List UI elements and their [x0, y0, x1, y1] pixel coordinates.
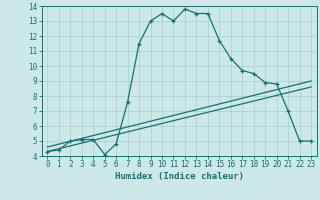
- X-axis label: Humidex (Indice chaleur): Humidex (Indice chaleur): [115, 172, 244, 181]
